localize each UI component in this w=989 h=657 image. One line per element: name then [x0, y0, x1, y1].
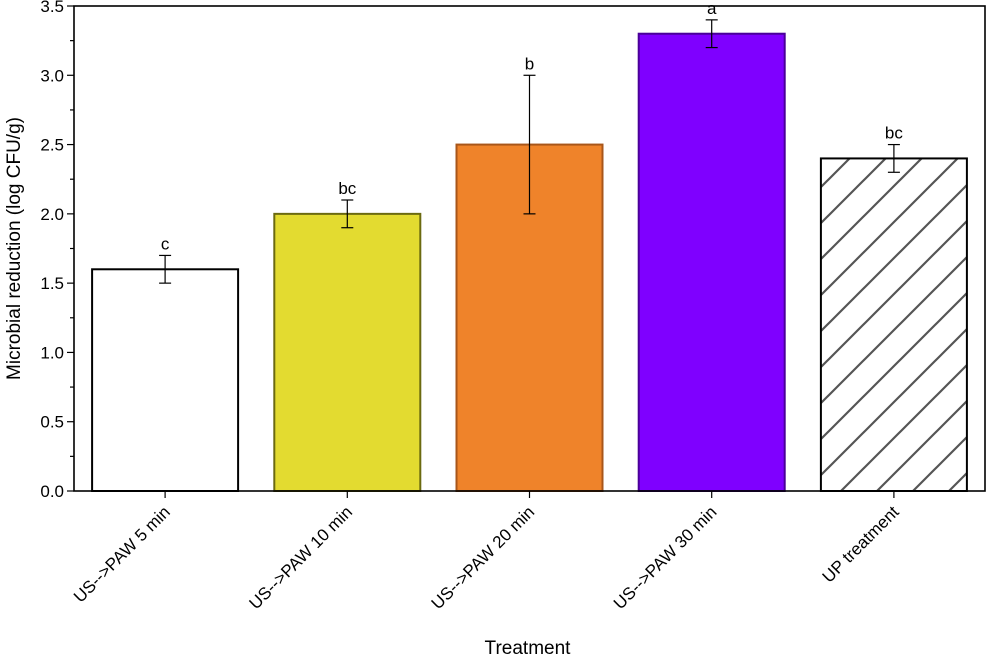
x-axis-title: Treatment: [485, 638, 572, 657]
bar-5: [819, 157, 968, 493]
y-tick-label-5: 2.5: [40, 136, 64, 155]
x-tick-label-3: US-->PAW 20 min: [428, 502, 539, 613]
significance-letter-2: bc: [338, 179, 356, 198]
bar-4: [637, 32, 786, 492]
bar-1: [91, 268, 240, 492]
y-tick-label-1: 0.5: [40, 413, 64, 432]
y-tick-label-0: 0.0: [40, 482, 64, 501]
error-bars-group: [159, 19, 900, 284]
bar-2: [273, 212, 422, 492]
y-tick-label-6: 3.0: [40, 66, 64, 85]
x-axis: US-->PAW 5 min US-->PAW 10 min US-->PAW 20…: [70, 491, 903, 613]
significance-letters-group: c bc b a bc: [161, 0, 904, 253]
y-tick-label-3: 1.5: [40, 274, 64, 293]
x-tick-label-2: US-->PAW 10 min: [245, 502, 356, 613]
y-axis: 0.0 0.5 1.0 1.5 2.0 2.5 3.0 3.5: [40, 0, 74, 501]
y-axis-title: Microbial reduction (log CFU/g): [4, 117, 25, 380]
significance-letter-4: a: [707, 0, 717, 18]
x-tick-label-5: UP treatment: [819, 502, 903, 586]
significance-letter-5: bc: [885, 124, 903, 143]
y-tick-label-2: 1.0: [40, 343, 64, 362]
significance-letter-1: c: [161, 234, 170, 253]
y-tick-label-4: 2.0: [40, 205, 64, 224]
x-tick-label-1: US-->PAW 5 min: [70, 502, 174, 606]
x-tick-label-4: US-->PAW 30 min: [610, 502, 721, 613]
y-tick-label-7: 3.5: [40, 0, 64, 16]
significance-letter-3: b: [525, 54, 534, 73]
